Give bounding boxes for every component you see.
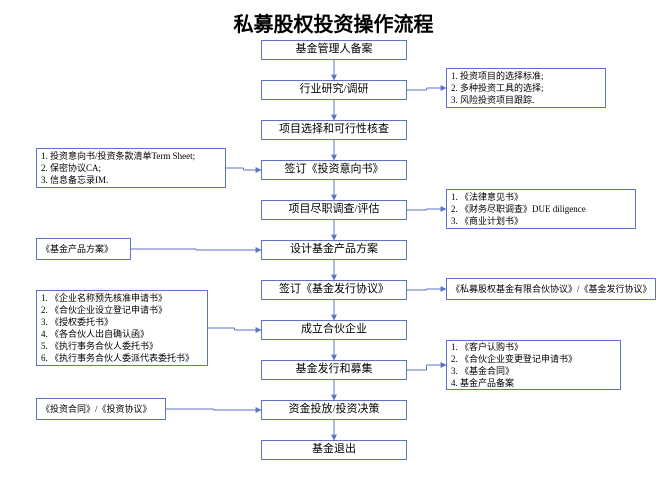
side-note-line: 2. 保密协议CA; [41, 162, 221, 174]
flow-node-n5: 设计基金产品方案 [261, 240, 407, 260]
side-note-line: 5. 《执行事务合伙人委托书》 [41, 340, 203, 352]
side-note-line: 2. 《合伙企业设立登记申请书》 [41, 304, 203, 316]
flow-node-n9: 资金投放/投资决策 [261, 400, 407, 420]
side-note-s6: 《私募股权基金有限合伙协议》/《基金发行协议》 [446, 278, 656, 300]
side-note-line: 《私募股权基金有限合伙协议》/《基金发行协议》 [451, 283, 651, 295]
side-note-line: 1. 《法律意见书》 [451, 191, 631, 203]
side-note-line: 《投资合同》/《投资协议》 [41, 403, 161, 415]
side-note-line: 3. 《商业计划书》 [451, 215, 631, 227]
flow-node-n1: 行业研究/调研 [261, 80, 407, 100]
flow-node-n0: 基金管理人备案 [261, 40, 407, 60]
side-note-line: 2. 《合伙企业变更登记申请书》 [451, 353, 616, 365]
side-note-line: 1. 《企业名称预先核准申请书》 [41, 292, 203, 304]
side-note-line: 2. 《财务尽职调查》DUE diligence [451, 203, 631, 215]
side-note-s9: 《投资合同》/《投资协议》 [36, 398, 166, 420]
side-note-line: 1. 投资项目的选择标准; [451, 70, 601, 82]
side-note-line: 2. 多种投资工具的选择; [451, 82, 601, 94]
side-note-s1: 1. 投资项目的选择标准;2. 多种投资工具的选择;3. 风险投资项目跟踪. [446, 68, 606, 108]
flow-node-n10: 基金退出 [261, 440, 407, 460]
side-note-line: 《基金产品方案》 [41, 243, 126, 255]
side-note-line: 3. 《基金合同》 [451, 365, 616, 377]
flowchart-page: 私募股权投资操作流程 基金管理人备案行业研究/调研项目选择和可行性核查签订《投资… [0, 0, 667, 500]
flow-node-n4: 项目尽职调查/评估 [261, 200, 407, 220]
page-title: 私募股权投资操作流程 [0, 8, 667, 37]
side-note-line: 1. 投资意向书/投资条款清单Term Sheet; [41, 150, 221, 162]
side-note-s4: 1. 《法律意见书》2. 《财务尽职调查》DUE diligence3. 《商业… [446, 189, 636, 229]
side-note-line: 3. 《授权委托书》 [41, 316, 203, 328]
flow-node-n7: 成立合伙企业 [261, 320, 407, 340]
side-note-s5: 《基金产品方案》 [36, 238, 131, 260]
side-note-s8: 1. 《客户认购书》2. 《合伙企业变更登记申请书》3. 《基金合同》4. 基金… [446, 340, 621, 390]
flow-node-n2: 项目选择和可行性核查 [261, 120, 407, 140]
side-note-line: 3. 风险投资项目跟踪. [451, 94, 601, 106]
side-note-line: 1. 《客户认购书》 [451, 341, 616, 353]
flow-node-n8: 基金发行和募集 [261, 360, 407, 380]
side-note-line: 4. 基金产品备案 [451, 377, 616, 389]
side-note-line: 4. 《各合伙人出自确认函》 [41, 328, 203, 340]
side-note-line: 3. 信息备忘录IM. [41, 174, 221, 186]
flow-node-n3: 签订《投资意向书》 [261, 160, 407, 180]
side-note-s7: 1. 《企业名称预先核准申请书》2. 《合伙企业设立登记申请书》3. 《授权委托… [36, 290, 208, 366]
flow-node-n6: 签订《基金发行协议》 [261, 280, 407, 300]
side-note-s3: 1. 投资意向书/投资条款清单Term Sheet;2. 保密协议CA;3. 信… [36, 148, 226, 188]
side-note-line: 6. 《执行事务合伙人委派代表委托书》 [41, 352, 203, 364]
